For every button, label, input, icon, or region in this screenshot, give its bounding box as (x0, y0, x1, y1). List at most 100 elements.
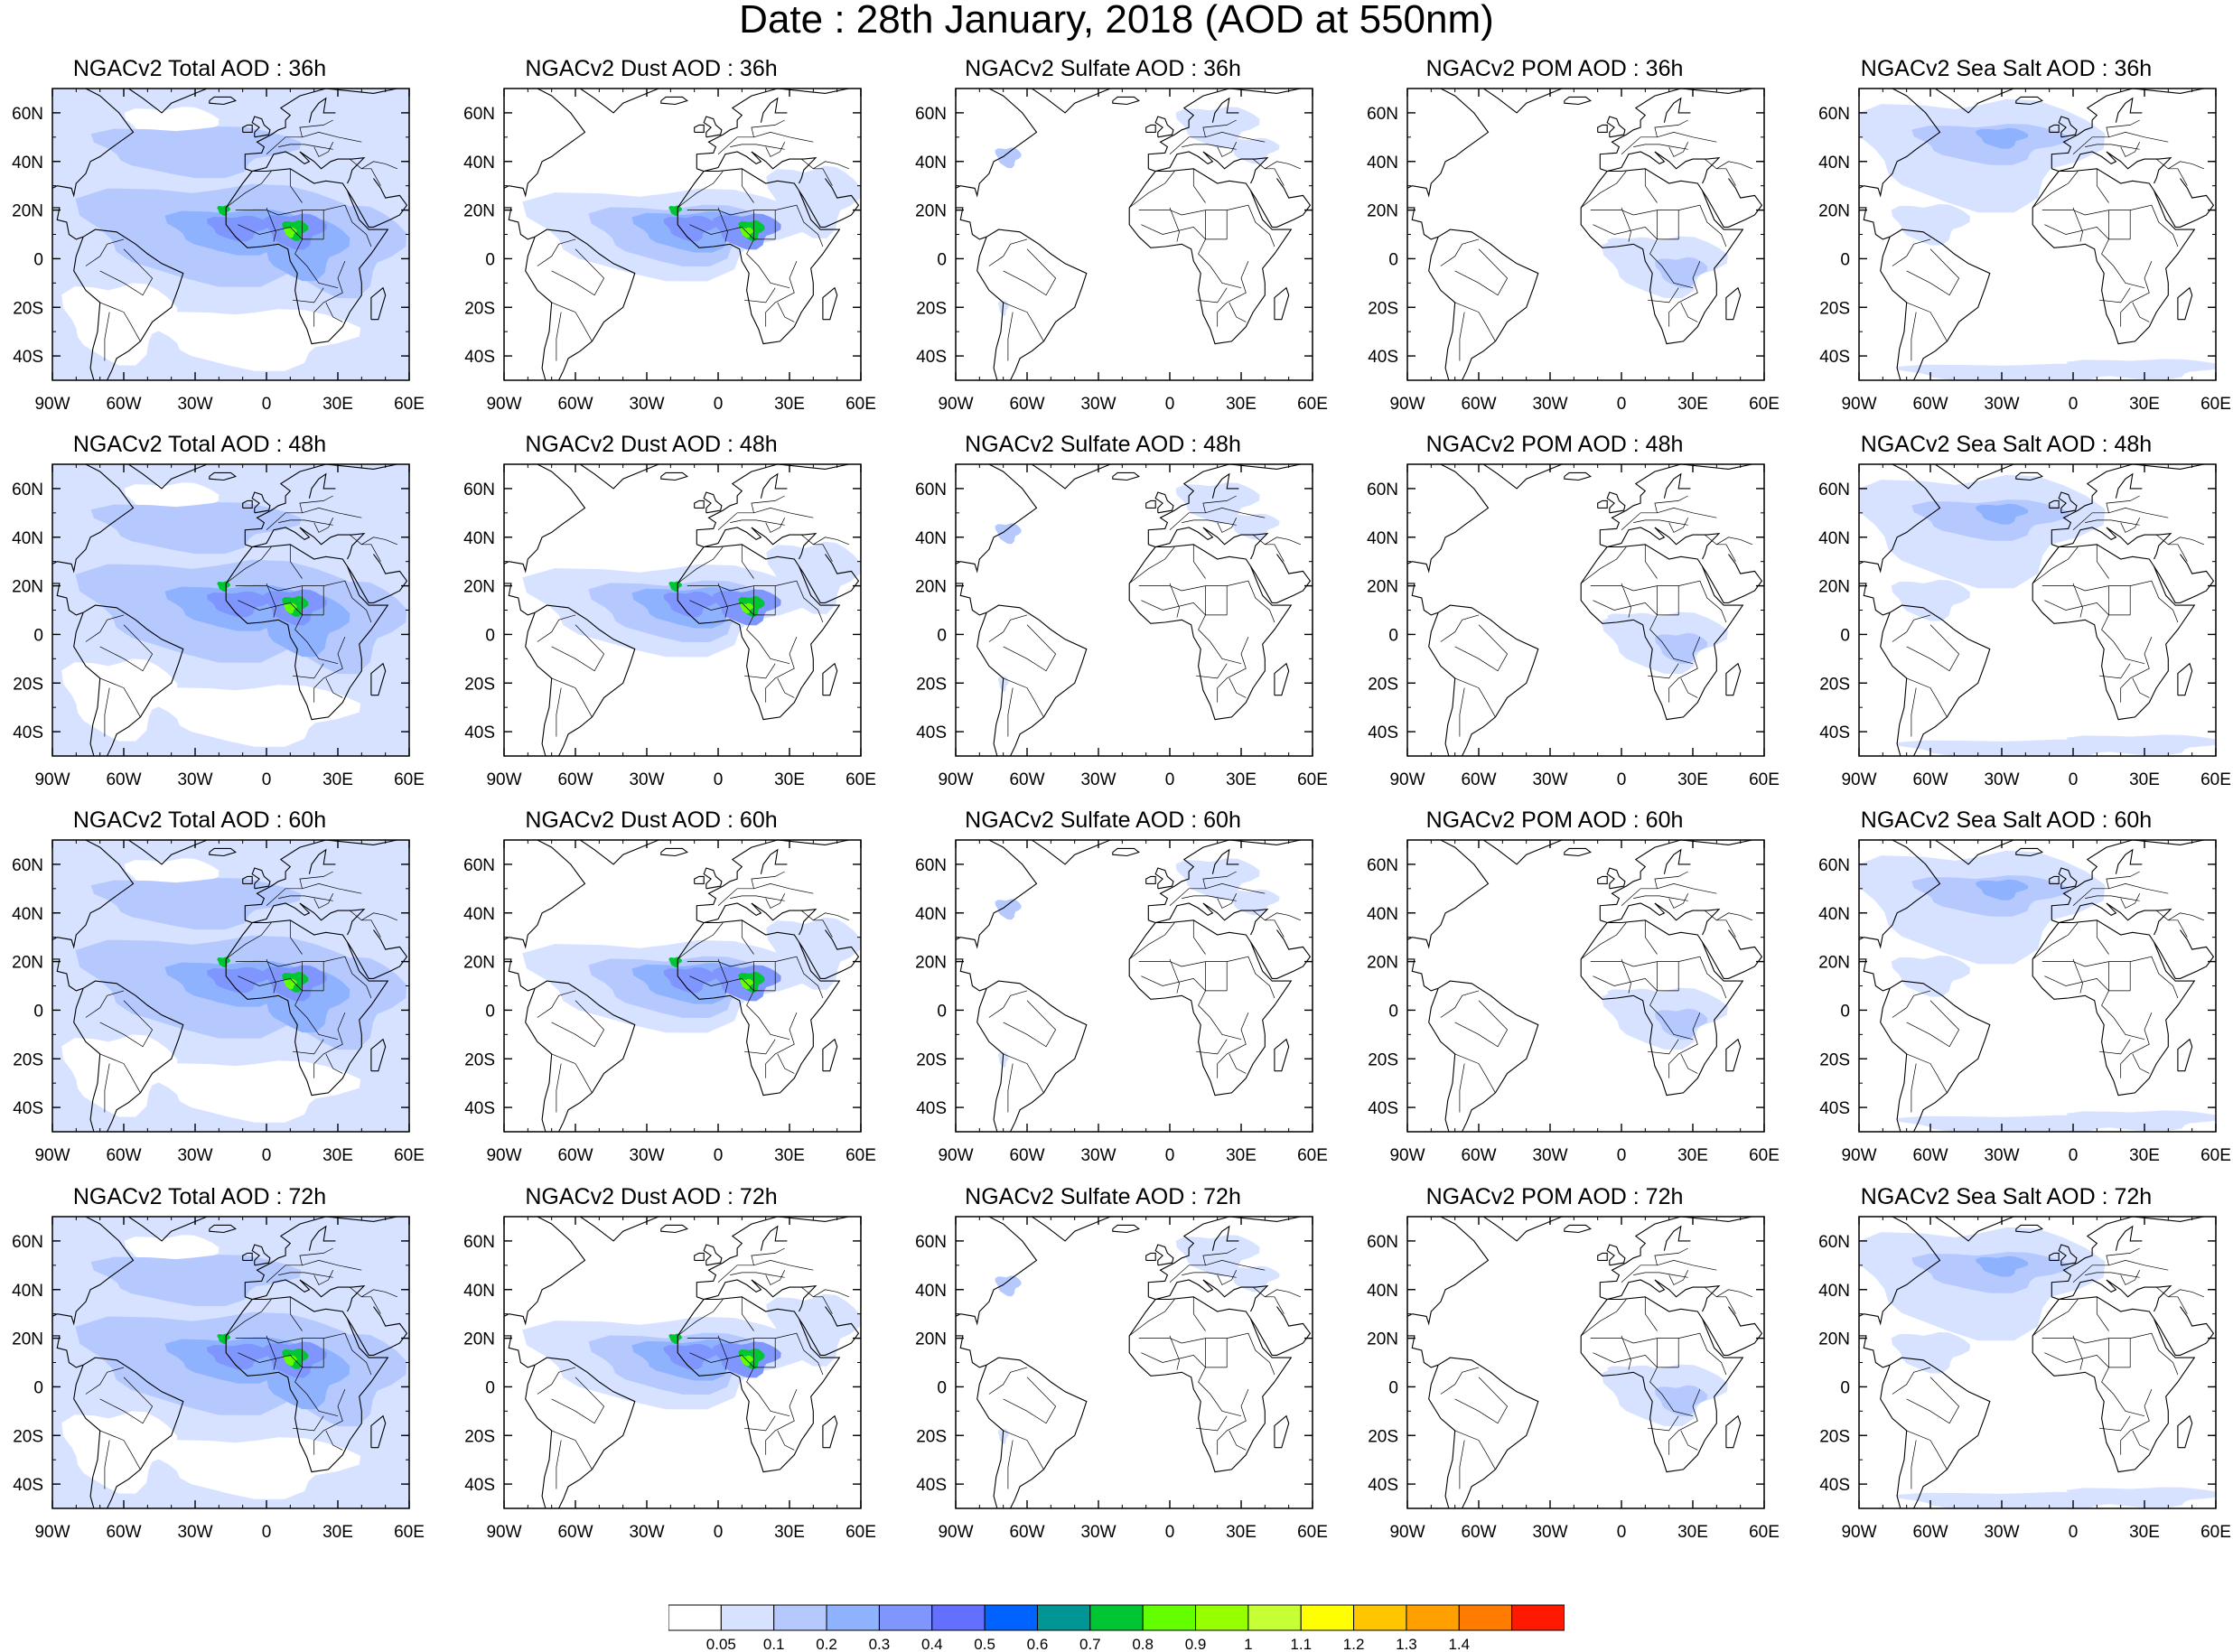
lat-tick-label: 20N (463, 1330, 495, 1349)
country-border (2120, 260, 2153, 327)
coastline (1600, 1279, 1721, 1312)
coastline (370, 662, 387, 696)
aod-shading (284, 227, 297, 238)
lat-tick-label: 40N (12, 154, 43, 173)
lon-tick-label: 60E (2200, 770, 2231, 789)
colorbar-swatch (1511, 1604, 1565, 1631)
country-border (1198, 585, 1242, 665)
country-border (1227, 956, 1275, 999)
lon-tick-label: 90W (486, 395, 521, 414)
lat-tick-label: 40S (464, 723, 495, 742)
lon-tick-label: 0 (262, 770, 272, 789)
country-border (1252, 158, 1285, 186)
country-border (1007, 1063, 1014, 1113)
aod-shading (1227, 1265, 1280, 1293)
country-border (1590, 585, 1679, 615)
coastline (52, 1217, 135, 1326)
country-border (1704, 910, 1736, 938)
country-border (1169, 883, 1266, 906)
coastline (696, 527, 818, 560)
country-border (225, 1299, 272, 1337)
country-border (2168, 161, 2204, 170)
country-border (1003, 677, 1044, 718)
country-border (2132, 1430, 2150, 1451)
coastline (2032, 1296, 2196, 1473)
panel-title: NGACv2 POM AOD : 60h (1425, 807, 1684, 833)
country-border (104, 1063, 110, 1113)
map-panel-sulfate: NGACv2 Sulfate AOD : 36h 90W 60W 30W 0 30E 60E… (909, 56, 1328, 414)
aod-shading (668, 581, 682, 592)
map-plot: 90W 60W 30W 0 30E 60E 60N 40N 20N 0 20S 40S (463, 1216, 876, 1542)
lon-tick-label: 60W (1009, 1523, 1044, 1542)
lat-tick-label: 20S (916, 675, 947, 694)
coastline (1564, 471, 1592, 481)
country-border (104, 1440, 110, 1489)
country-border (1202, 495, 1237, 513)
lat-tick-label: 40N (1367, 529, 1398, 548)
coastline (660, 1224, 688, 1234)
lat-tick-label: 40N (915, 529, 947, 548)
lon-tick-label: 60W (1461, 770, 1496, 789)
lat-tick-label: 0 (937, 626, 947, 645)
coastline (1934, 89, 2014, 114)
colorbar-label: 1.2 (1343, 1636, 1365, 1652)
country-border (99, 1430, 141, 1470)
colorbar-label: 1 (1244, 1636, 1252, 1652)
coastline (251, 116, 271, 138)
country-border (1621, 132, 1717, 154)
country-border (1716, 912, 1752, 921)
lat-tick-label: 20N (1818, 954, 1850, 973)
lat-tick-label: 60N (915, 105, 947, 124)
coastline (1128, 1296, 1293, 1473)
country-border (2130, 580, 2179, 623)
coastline (2015, 96, 2043, 106)
coastline (1599, 464, 1764, 545)
lat-tick-label: 20S (1368, 299, 1398, 318)
lat-tick-label: 40N (12, 1282, 43, 1301)
country-border (225, 171, 272, 209)
lon-tick-label: 60W (1912, 770, 1948, 789)
coastline (370, 286, 387, 321)
coastline (1428, 980, 1539, 1132)
colorbar-label: 0.05 (706, 1636, 736, 1652)
aod-shading (90, 878, 302, 930)
lat-tick-label: 0 (33, 1378, 43, 1397)
lon-tick-label: 0 (262, 1146, 272, 1165)
country-border (687, 1338, 776, 1367)
coastline (1148, 151, 1269, 184)
coastline (696, 1279, 818, 1312)
panel-title: NGACv2 POM AOD : 72h (1425, 1184, 1684, 1209)
lon-tick-label: 60W (1461, 1146, 1496, 1165)
country-border (299, 1247, 333, 1265)
coastline (1599, 840, 1764, 920)
coastline (696, 840, 861, 920)
aod-shading (284, 978, 297, 990)
aod-shading (663, 1343, 716, 1370)
country-border (1621, 583, 1631, 618)
aod-shading (1175, 482, 1260, 524)
country-border (349, 910, 381, 938)
lat-tick-label: 40S (916, 1476, 947, 1495)
coastline (696, 89, 861, 169)
country-border (299, 495, 333, 513)
coastline (370, 1414, 387, 1449)
country-border (1680, 1430, 1698, 1451)
country-border (1654, 495, 1688, 513)
lon-tick-label: 30W (1080, 1146, 1116, 1165)
coastline (52, 840, 135, 949)
coastline (1211, 1225, 1239, 1251)
country-border (1680, 1053, 1698, 1074)
coastline (1211, 97, 1239, 123)
country-border (551, 302, 593, 342)
country-border (2044, 975, 2131, 992)
country-border (325, 1430, 343, 1451)
coastline (1148, 902, 1269, 936)
country-border (1633, 895, 1688, 901)
country-border (1265, 912, 1301, 921)
country-border (294, 961, 339, 1041)
country-border (751, 495, 785, 513)
country-border (1580, 546, 1627, 584)
lat-tick-label: 0 (937, 1002, 947, 1021)
coastline (1859, 464, 1941, 574)
coastline (822, 1414, 838, 1449)
